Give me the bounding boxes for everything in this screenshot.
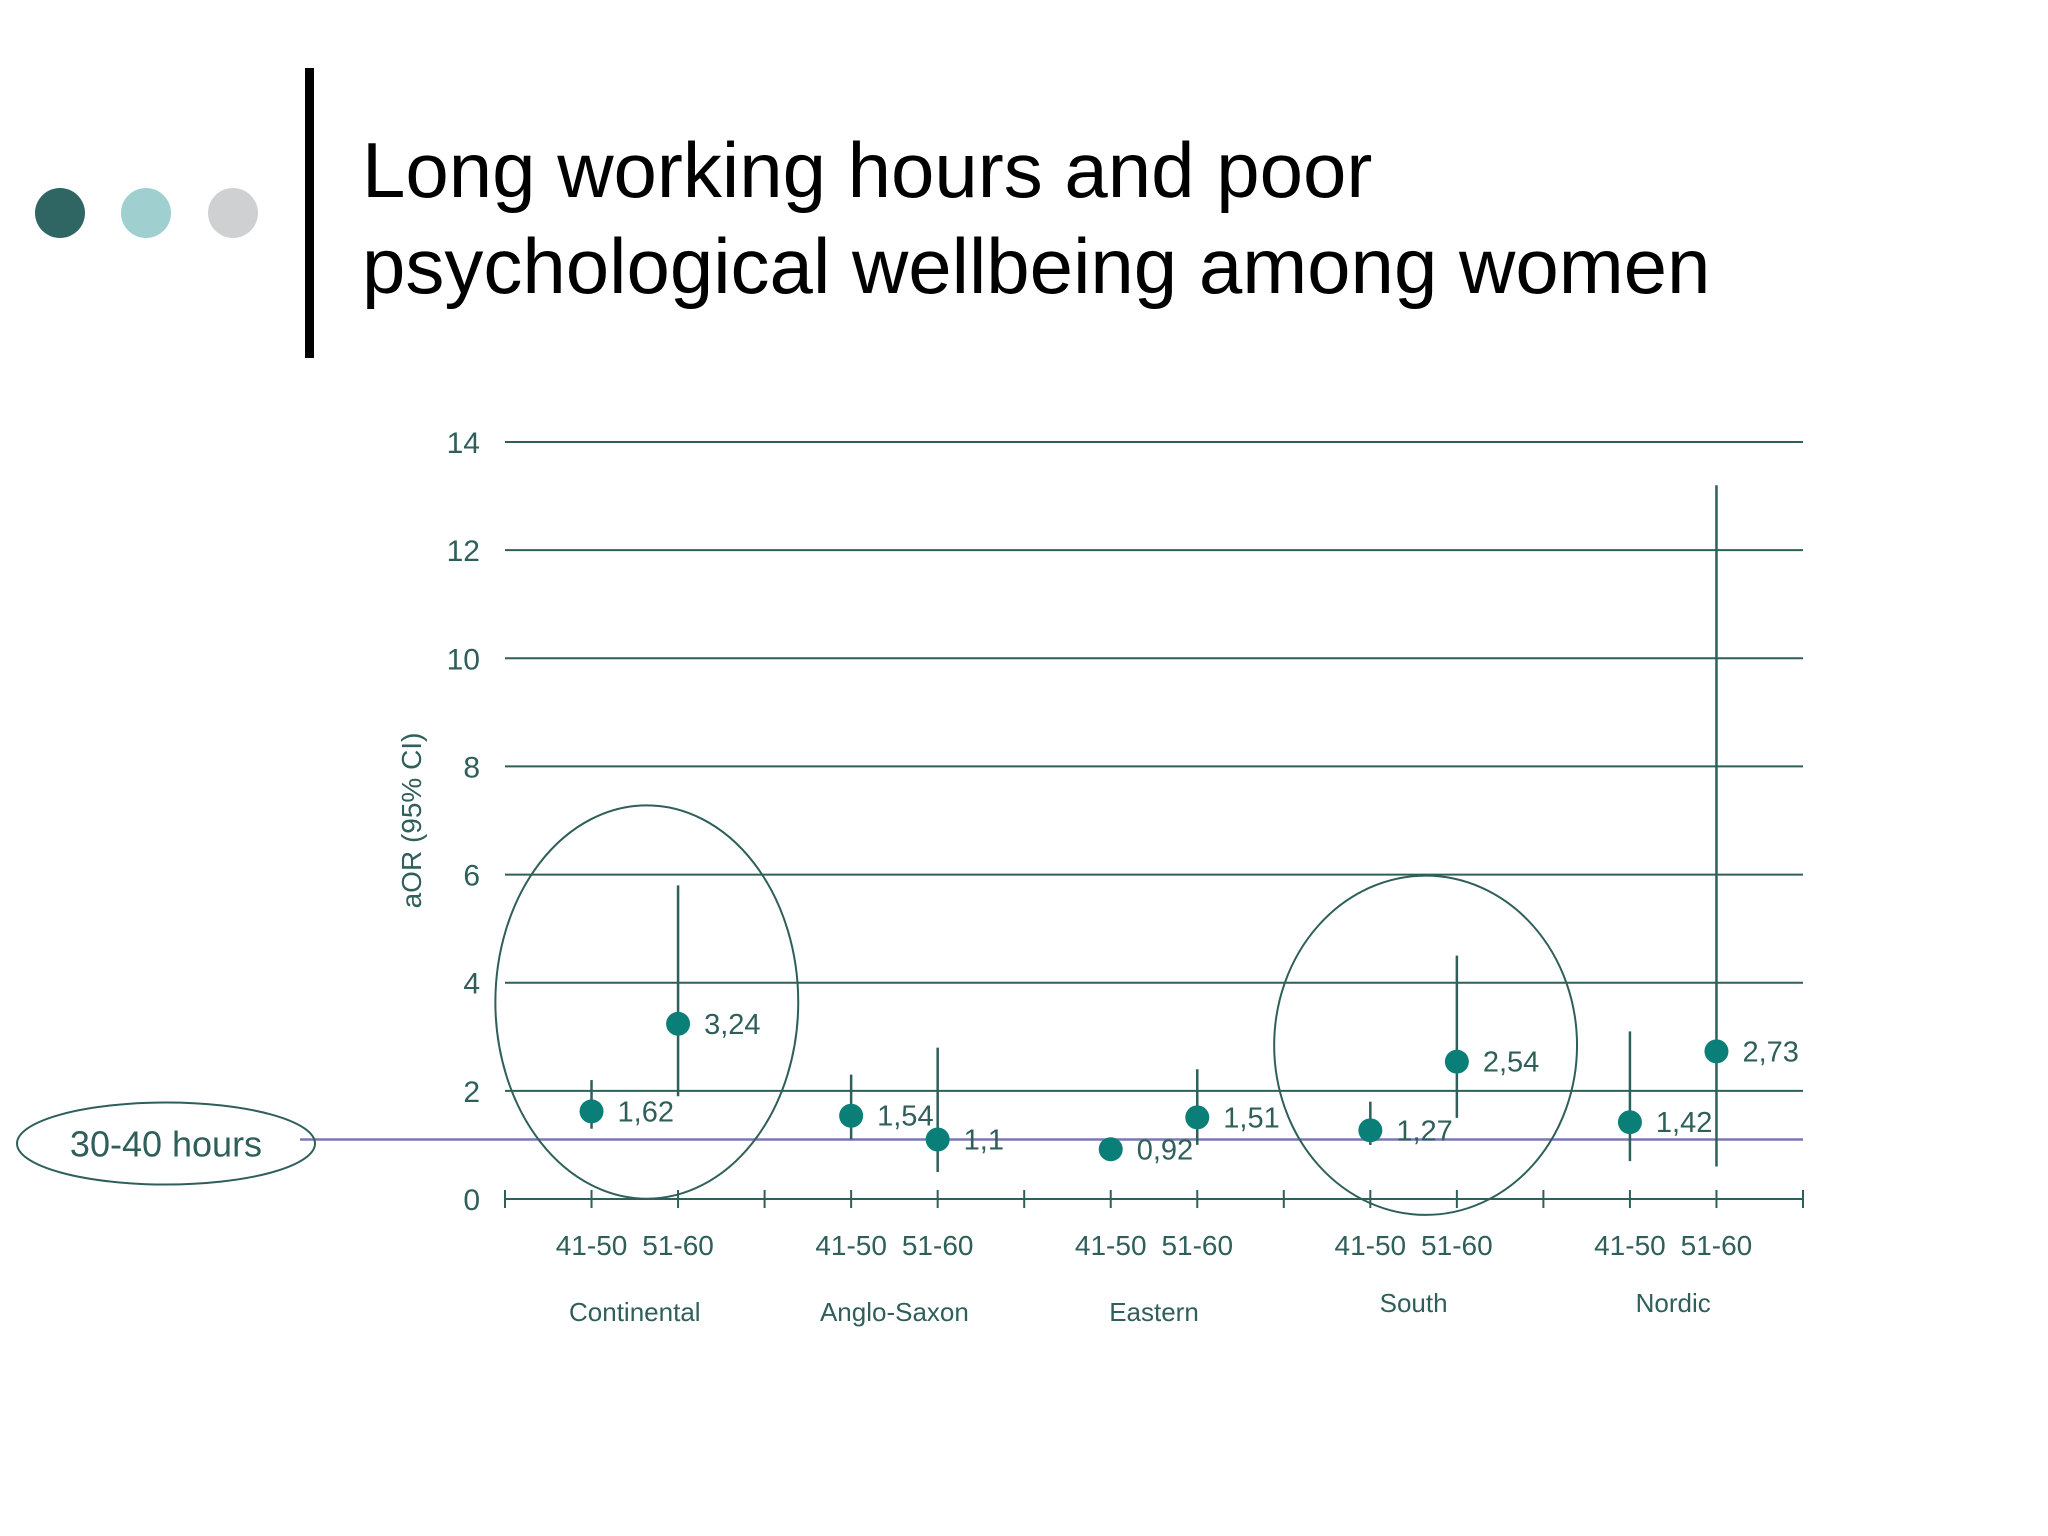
data-label: 2,54 bbox=[1483, 1047, 1539, 1079]
data-point bbox=[1444, 1049, 1469, 1074]
data-point bbox=[666, 1011, 691, 1036]
reference-line-label: 30-40 hours bbox=[70, 1124, 262, 1165]
y-tick-label: 14 bbox=[447, 427, 480, 460]
reference-line-label-oval bbox=[16, 1101, 316, 1186]
data-point bbox=[839, 1103, 864, 1128]
decor-dot-grey bbox=[208, 188, 258, 238]
y-tick-label: 6 bbox=[463, 860, 480, 893]
data-label: 1,51 bbox=[1223, 1102, 1279, 1134]
decor-dot-dark bbox=[35, 188, 85, 238]
group-label: Anglo-Saxon bbox=[820, 1297, 969, 1327]
x-tick-label: 41-50 bbox=[556, 1230, 628, 1261]
data-label: 0,92 bbox=[1137, 1134, 1193, 1166]
x-tick-label: 41-50 bbox=[1335, 1230, 1407, 1261]
decor-dot-teal bbox=[121, 188, 171, 238]
data-label: 2,73 bbox=[1742, 1036, 1798, 1068]
data-label: 1,54 bbox=[877, 1101, 933, 1133]
data-point bbox=[579, 1099, 604, 1124]
data-point bbox=[1098, 1137, 1123, 1162]
x-tick-label: 41-50 bbox=[815, 1230, 887, 1261]
data-point bbox=[1704, 1039, 1729, 1064]
group-label: Continental bbox=[569, 1297, 701, 1327]
title-accent-bar bbox=[305, 68, 314, 358]
x-tick-label: 51-60 bbox=[1161, 1230, 1233, 1261]
highlight-ellipse bbox=[1273, 874, 1579, 1216]
x-tick-label: 51-60 bbox=[1421, 1230, 1493, 1261]
y-tick-label: 4 bbox=[463, 968, 480, 1001]
x-tick-label: 41-50 bbox=[1075, 1230, 1147, 1261]
x-tick-label: 51-60 bbox=[1681, 1230, 1753, 1261]
data-label: 1,1 bbox=[964, 1125, 1004, 1157]
y-tick-label: 0 bbox=[463, 1184, 480, 1217]
data-point bbox=[1617, 1110, 1642, 1135]
y-axis-label: aOR (95% CI) bbox=[396, 733, 427, 909]
group-label: Nordic bbox=[1636, 1288, 1711, 1318]
data-label: 1,62 bbox=[618, 1096, 674, 1128]
x-tick-label: 41-50 bbox=[1594, 1230, 1666, 1261]
data-point bbox=[1358, 1118, 1383, 1143]
y-tick-label: 8 bbox=[463, 751, 480, 784]
data-point bbox=[1185, 1105, 1210, 1130]
y-tick-label: 2 bbox=[463, 1076, 480, 1109]
data-label: 3,24 bbox=[704, 1009, 760, 1041]
slide-title-line-2: psychological wellbeing among women bbox=[362, 222, 1711, 310]
data-point bbox=[925, 1127, 950, 1152]
slide-title-line-1: Long working hours and poor bbox=[362, 126, 1373, 214]
x-tick-label: 51-60 bbox=[642, 1230, 714, 1261]
group-label: South bbox=[1380, 1288, 1448, 1318]
slide-title: Long working hours and poor psychologica… bbox=[362, 122, 1962, 314]
group-label: Eastern bbox=[1109, 1297, 1199, 1327]
data-label: 1,42 bbox=[1656, 1107, 1712, 1139]
y-tick-label: 10 bbox=[447, 643, 480, 676]
x-tick-label: 51-60 bbox=[902, 1230, 974, 1261]
data-label: 1,27 bbox=[1396, 1115, 1452, 1147]
highlight-ellipse bbox=[494, 804, 800, 1200]
y-tick-label: 12 bbox=[447, 535, 480, 568]
